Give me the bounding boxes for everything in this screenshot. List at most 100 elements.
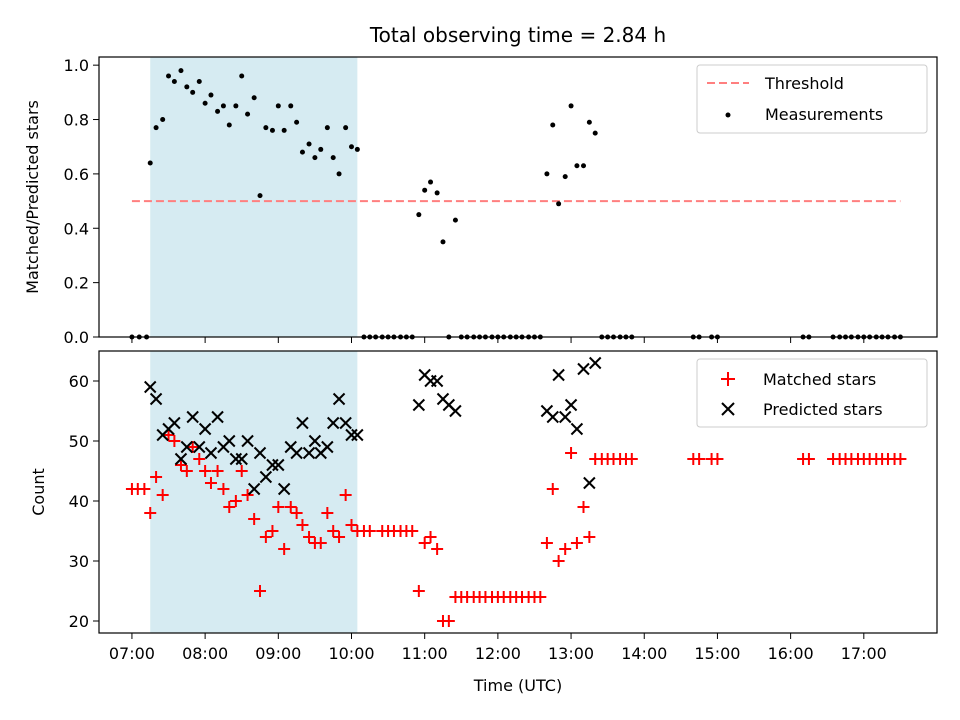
legend-measurements-label: Measurements — [765, 105, 883, 124]
predicted-star-stroke — [186, 410, 199, 424]
matched-star-point — [296, 519, 309, 531]
matched-star-point — [229, 495, 242, 507]
count-panel: 20 30 40 50 60 07:00 08:00 09:00 10:00 11:00 12:0… — [29, 350, 938, 695]
predicted-star-point — [272, 458, 285, 472]
predicted-star-stroke — [247, 482, 261, 496]
ratio-panel: 0.0 0.2 0.4 0.6 0.8 1.0 Matched/Predicted sta… — [23, 56, 938, 347]
measurement-point — [440, 239, 446, 245]
x-tick-label: 08:00 — [182, 644, 228, 663]
measurement-point — [343, 125, 349, 131]
count-y-tick-label: 40 — [69, 492, 89, 511]
predicted-star-point — [558, 410, 572, 424]
predicted-star-point — [198, 422, 212, 436]
count-y-tick-label: 20 — [69, 612, 89, 631]
matched-star-point — [156, 489, 169, 501]
predicted-star-stroke — [180, 440, 194, 454]
measurement-point — [202, 100, 208, 106]
predicted-star-stroke — [418, 368, 431, 382]
predicted-star-stroke — [577, 362, 590, 376]
matched-star-point — [333, 531, 346, 543]
predicted-star-stroke — [284, 440, 297, 454]
ratio-y-tick-label: 0.0 — [64, 328, 89, 347]
matched-star-point — [552, 555, 565, 567]
measurement-point — [336, 171, 342, 177]
predicted-star-point — [168, 416, 181, 430]
measurement-point — [330, 155, 336, 161]
matched-star-point — [534, 591, 547, 603]
predicted-star-point — [546, 410, 559, 424]
matched-star-point — [303, 531, 316, 543]
predicted-star-stroke — [449, 404, 462, 418]
matched-star-point — [625, 453, 638, 465]
measurement-point — [416, 212, 422, 218]
measurement-point — [288, 103, 294, 109]
measurement-point — [245, 111, 251, 117]
x-tick-label: 11:00 — [402, 644, 448, 663]
matched-star-point — [217, 483, 230, 495]
predicted-star-point — [259, 470, 273, 484]
predicted-star-point — [351, 428, 364, 442]
matched-star-point — [339, 489, 352, 501]
measurement-point — [550, 122, 556, 128]
matched-star-point — [235, 465, 248, 477]
matched-star-point — [150, 471, 163, 483]
measurement-point — [422, 187, 428, 193]
count-panel-frame — [98, 350, 938, 634]
x-tick-label: 15:00 — [694, 644, 740, 663]
measurement-point — [581, 163, 587, 169]
measurement-point — [452, 217, 458, 223]
measurement-point — [354, 146, 360, 152]
predicted-star-stroke — [204, 446, 218, 460]
measurement-point — [299, 149, 305, 155]
legend-predicted-swatch — [721, 402, 735, 416]
legend-matched-label: Matched stars — [763, 370, 876, 389]
count-y-tick-label: 50 — [69, 432, 89, 451]
predicted-star-stroke — [144, 380, 157, 394]
matched-star-point — [272, 501, 285, 513]
predicted-star-point — [412, 398, 426, 412]
predicted-star-point — [326, 416, 340, 430]
matched-star-point — [540, 537, 553, 549]
matched-star-point — [546, 483, 559, 495]
legend-measurements-swatch — [725, 112, 731, 118]
matched-star-point — [363, 525, 376, 537]
matched-star-point — [559, 543, 572, 555]
predicted-star-point — [449, 404, 462, 418]
predicted-star-point — [277, 482, 291, 496]
predicted-star-stroke — [266, 458, 279, 472]
matched-star-point — [802, 453, 815, 465]
matched-star-point — [248, 513, 261, 525]
matched-star-point — [199, 465, 212, 477]
ratio-y-tick-label: 0.8 — [64, 111, 89, 130]
ratio-y-tick-label: 0.2 — [64, 274, 89, 293]
matched-star-point — [144, 507, 157, 519]
predicted-star-stroke — [241, 434, 254, 448]
predicted-star-point — [266, 458, 279, 472]
predicted-star-stroke — [558, 410, 572, 424]
count-x-ticks: 07:00 08:00 09:00 10:00 11:00 12:00 13:00 14:00… — [109, 633, 887, 663]
measurement-point — [215, 108, 221, 114]
matched-star-point — [424, 531, 437, 543]
predicted-star-point — [552, 368, 565, 382]
ratio-y-tick-label: 0.4 — [64, 219, 89, 238]
matched-star-point — [431, 543, 444, 555]
ratio-panel-frame — [98, 56, 938, 338]
ratio-x-ticks — [131, 337, 865, 343]
predicted-star-stroke — [259, 470, 273, 484]
predicted-star-stroke — [430, 374, 444, 388]
predicted-star-point — [302, 446, 316, 460]
predicted-star-point — [564, 398, 578, 412]
measurement-point — [251, 95, 257, 101]
measurement-point — [208, 92, 214, 98]
predicted-star-stroke — [211, 410, 224, 424]
predicted-star-point — [247, 482, 261, 496]
predicted-star-point — [321, 440, 334, 454]
predicted-star-point — [253, 446, 267, 460]
matched-star-point — [259, 531, 272, 543]
matched-star-point — [327, 525, 340, 537]
predicted-star-point — [193, 440, 206, 454]
measurement-point — [544, 171, 550, 177]
predicted-star-stroke — [253, 446, 267, 460]
measurement-point — [190, 89, 196, 95]
measurement-point — [592, 130, 598, 136]
